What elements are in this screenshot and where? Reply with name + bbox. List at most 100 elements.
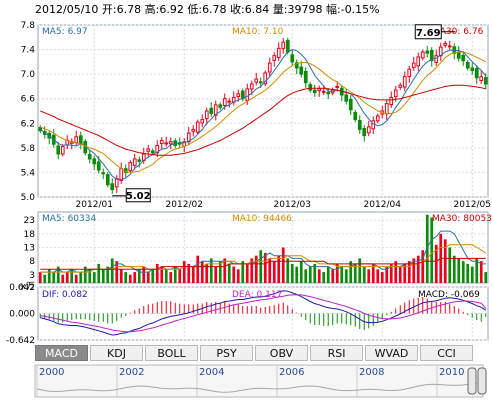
candle-down — [326, 91, 331, 95]
timeline-navigator[interactable]: 2000 2002 2004 2006 2008 2010 — [0, 364, 492, 400]
tab-rsi[interactable]: RSI — [310, 345, 363, 361]
legend-value: 0.117 — [257, 290, 283, 300]
quote-header: 2012/05/10 开:6.78 高:6.92 低:6.78 收:6.84 量… — [35, 3, 380, 17]
legend-name: MA5 — [42, 27, 62, 37]
volume-bar-down — [457, 258, 461, 283]
volume-value: 39798 — [287, 3, 323, 16]
candle-up — [371, 120, 376, 130]
timeline-handle-left — [467, 367, 477, 395]
volume-panel: 3 8 13 18 23 x万 MA5: 60334 MA10: 94466 MA30: 800… — [21, 211, 492, 292]
legend-name: MA5 — [42, 214, 62, 224]
price-ma5-line — [40, 49, 487, 181]
price-y-tick-label: 5.4 — [21, 168, 36, 178]
volume-bar-up — [479, 261, 483, 283]
close-value: 6.84 — [244, 3, 270, 16]
volume-bar-up — [155, 263, 159, 283]
tab-obv[interactable]: OBV — [255, 345, 308, 361]
candle-up — [195, 121, 200, 133]
volume-bar-up — [250, 258, 254, 283]
timeline-handle-right — [477, 367, 487, 395]
candle-up — [479, 76, 484, 82]
candle-down — [110, 183, 115, 191]
volume-bar-down — [299, 261, 303, 283]
candle-up — [168, 141, 173, 145]
tab-kdj[interactable]: KDJ — [90, 345, 143, 361]
tab-wvad[interactable]: WVAD — [365, 345, 418, 361]
tab-cci[interactable]: CCI — [420, 345, 473, 361]
candle-down — [209, 107, 214, 114]
candle-down — [285, 39, 290, 53]
timeline-year-label: 2010 — [439, 367, 464, 378]
volume-bar-down — [110, 258, 114, 283]
candle-up — [443, 42, 448, 46]
tab-macd[interactable]: MACD — [35, 345, 88, 361]
volume-bar-down — [52, 272, 56, 283]
legend-value: 60334 — [68, 214, 97, 224]
volume-y-tick-label: 23 — [24, 216, 35, 226]
candle-down — [456, 51, 461, 59]
volume-bar-down — [97, 263, 101, 283]
legend-value: 0.082 — [62, 290, 88, 300]
candle-down — [362, 128, 367, 137]
volume-y-tick-label: 8 — [29, 257, 35, 267]
chart-canvas[interactable]: 5.0 5.4 5.8 6.2 6.6 7.0 7.4 7.8 2012/01 2012/02 20… — [0, 0, 492, 344]
quote-date: 2012/05/10 — [35, 3, 99, 16]
candle-down — [294, 62, 299, 69]
volume-bar-up — [254, 255, 258, 283]
candle-up — [375, 115, 380, 122]
candle-down — [308, 84, 313, 91]
candle-up — [222, 98, 227, 106]
price-x-tick-label: 2012/03 — [274, 200, 311, 210]
candle-up — [398, 84, 403, 88]
candle-up — [389, 96, 394, 106]
volume-bar-down — [344, 269, 348, 283]
tab-boll[interactable]: BOLL — [145, 345, 198, 361]
volume-bar-up — [128, 274, 132, 283]
price-legend-ma5: MA5: 6.97 — [42, 27, 88, 37]
volume-bar-up — [74, 274, 78, 283]
volume-bar-down — [326, 266, 330, 283]
volume-bar-up — [196, 255, 200, 283]
candle-up — [227, 100, 232, 103]
timeline-history-line — [36, 383, 478, 393]
volume-bar-up — [277, 255, 281, 283]
volume-bar-down — [227, 263, 231, 283]
volume-bar-up — [412, 258, 416, 283]
candle-down — [92, 158, 97, 165]
price-y-tick-label: 6.2 — [21, 119, 35, 129]
price-x-tick-label: 2012/04 — [364, 200, 402, 210]
volume-bar-down — [70, 269, 74, 283]
volume-bar-down — [484, 272, 488, 283]
price-legend-ma10: MA10: 7.10 — [232, 27, 284, 37]
candle-down — [78, 135, 83, 145]
candle-down — [218, 104, 223, 108]
volume-y-tick-label: 3 — [29, 271, 35, 281]
high-label: 高: — [144, 3, 160, 16]
candle-up — [132, 158, 137, 166]
candle-up — [74, 136, 79, 144]
high-marker-box — [414, 24, 442, 40]
price-y-tick-label: 6.6 — [21, 95, 36, 105]
candle-up — [317, 88, 322, 92]
volume-legend-ma5: MA5: 60334 — [42, 214, 96, 224]
volume-bar-down — [340, 266, 344, 283]
macd-y-tick-label: 0.642 — [9, 283, 35, 293]
timeline-year-label: 2000 — [39, 367, 64, 378]
volume-bar-down — [218, 261, 222, 283]
volume-bar-down — [259, 250, 263, 283]
candle-up — [447, 45, 452, 48]
volume-bar-up — [232, 266, 236, 283]
volume-bar-up — [205, 263, 209, 283]
candle-up — [213, 104, 218, 116]
volume-bar-up — [169, 272, 173, 283]
volume-bar-up — [389, 263, 393, 283]
high-marker-label: 7.69 — [416, 28, 441, 39]
volume-bar-down — [92, 272, 96, 283]
volume-bar-up — [268, 258, 272, 283]
candle-down — [299, 66, 304, 75]
legend-value: 94466 — [263, 214, 292, 224]
volume-bar-up — [434, 244, 438, 283]
candle-up — [366, 126, 371, 134]
tab-psy[interactable]: PSY — [200, 345, 253, 361]
candle-up — [204, 110, 209, 120]
